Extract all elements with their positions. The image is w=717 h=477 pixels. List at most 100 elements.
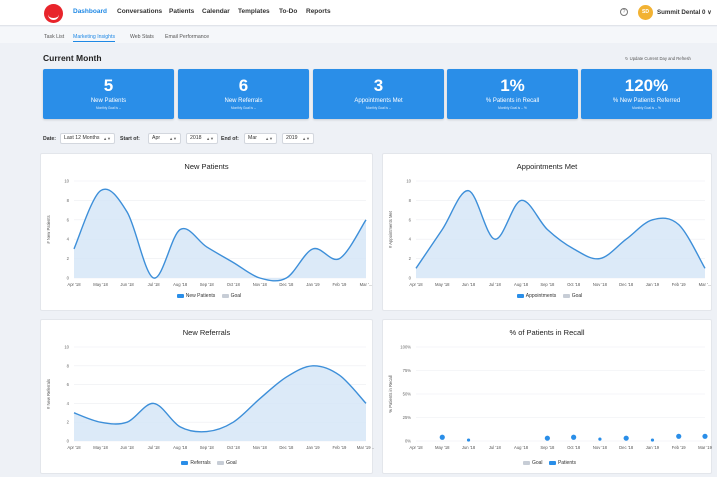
series-line	[73, 365, 367, 433]
x-tick-label: Jul '18	[148, 445, 161, 450]
y-tick-label: 4	[67, 401, 70, 406]
x-tick-label: Mar '...	[699, 282, 712, 287]
kpi-new-patients[interactable]: 5 New Patients Monthly Goal is --	[43, 69, 174, 119]
chart-legend: Appointments Goal	[383, 293, 711, 299]
tab-marketing-insights[interactable]: Marketing Insights	[73, 34, 116, 42]
kpi-appointments-met[interactable]: 3 Appointments Met Monthly Goal is --	[313, 69, 444, 119]
legend-label[interactable]: Goal	[230, 293, 242, 299]
x-tick-label: Sep '18	[200, 445, 215, 450]
x-tick-label: Feb '19	[333, 445, 348, 450]
kpi-value: 1%	[500, 76, 525, 95]
kpi-label: % New Patients Referred	[612, 98, 681, 104]
nav-dashboard[interactable]: Dashboard	[73, 8, 107, 15]
avatar[interactable]: SD	[638, 5, 653, 20]
chart-svg: 0 2 4 6 8 10 # New Patients Apr '18 May '18 Jun '…	[46, 179, 372, 288]
legend-swatch	[562, 293, 570, 298]
legend-label[interactable]: Goal	[571, 293, 583, 299]
x-tick-label: May '18	[435, 282, 450, 287]
help-icon[interactable]: ?	[620, 8, 628, 16]
series-line	[73, 188, 367, 282]
x-tick-label: Jan '19	[306, 282, 320, 287]
chart-title: Appointments Met	[516, 162, 578, 171]
nav-calendar[interactable]: Calendar	[202, 8, 230, 15]
chevron-updown-icon: ▲▼	[302, 136, 310, 141]
kpi-value: 5	[103, 76, 114, 95]
start-year-value: 2018	[190, 135, 202, 141]
x-tick-label: Apr '18	[67, 282, 81, 287]
kpi-new-patients-referred[interactable]: 120% % New Patients Referred Monthly Goa…	[581, 69, 712, 119]
y-tick-label: 10	[406, 179, 411, 184]
y-tick-label: 2	[67, 256, 70, 261]
kpi-goal: Monthly Goal is --	[366, 106, 391, 110]
tab-task-list[interactable]: Task List	[44, 34, 65, 40]
x-tick-label: Jan '19	[646, 445, 660, 450]
tab-email-performance[interactable]: Email Performance	[165, 34, 210, 40]
nav-conversations[interactable]: Conversations	[117, 8, 163, 15]
chart-title: New Referrals	[182, 328, 231, 337]
data-point	[544, 435, 550, 441]
top-navbar: Dashboard Conversations Patients Calenda…	[0, 0, 717, 26]
chart-svg: 0 2 4 6 8 10 # New Referrals Apr '18 May '18 Jun …	[46, 345, 374, 451]
refresh-link[interactable]: ↻ Update Current Day and Refresh	[625, 56, 691, 61]
x-tick-label: Jan '19	[306, 445, 320, 450]
x-tick-label: Nov '18	[593, 282, 608, 287]
legend-label[interactable]: New Patients	[185, 293, 216, 299]
nav-todo[interactable]: To-Do	[279, 8, 298, 15]
legend-label[interactable]: Goal	[531, 460, 543, 466]
y-tick-label: 4	[67, 237, 70, 242]
chevron-updown-icon: ▲▼	[206, 136, 214, 141]
kpi-new-referrals[interactable]: 6 New Referrals Monthly Goal is --	[178, 69, 309, 119]
kpi-patients-in-recall[interactable]: 1% % Patients in Recall Monthly Goal is …	[447, 69, 578, 119]
x-tick-label: Nov '18	[253, 445, 268, 450]
chevron-updown-icon: ▲▼	[169, 136, 177, 141]
legend-label[interactable]: Goal	[226, 460, 237, 466]
y-tick-label: 2	[409, 256, 412, 261]
end-month-value: Mar	[248, 135, 257, 141]
x-tick-label: Sep '18	[540, 445, 555, 450]
page-title: Current Month	[43, 53, 102, 63]
y-tick-label: 8	[67, 198, 70, 203]
end-year-select[interactable]: 2019 ▲▼	[282, 133, 314, 144]
nav-templates[interactable]: Templates	[238, 8, 270, 15]
y-tick-label: 6	[67, 217, 70, 222]
y-tick-label: 6	[409, 217, 412, 222]
start-month-select[interactable]: Apr ▲▼	[148, 133, 181, 144]
x-tick-label: Jul '18	[489, 282, 502, 287]
account-menu[interactable]: Summit Dental 0 ∨	[657, 9, 712, 16]
kpi-label: New Referrals	[224, 98, 263, 104]
legend-label[interactable]: Appointments	[525, 293, 557, 299]
logo-icon[interactable]	[44, 4, 63, 23]
x-tick-label: Sep '18	[200, 282, 215, 287]
legend-label[interactable]: Referrals	[190, 460, 211, 466]
y-tick-label: 8	[409, 198, 412, 203]
x-tick-label: Dec '18	[619, 445, 634, 450]
x-tick-label: Apr '18	[409, 282, 423, 287]
nav-reports[interactable]: Reports	[306, 8, 331, 15]
y-tick-label: 10	[64, 345, 69, 350]
y-tick-label: 4	[409, 237, 412, 242]
start-year-select[interactable]: 2018 ▲▼	[186, 133, 218, 144]
date-range-select[interactable]: Last 12 Months ▲▼	[60, 133, 115, 144]
x-tick-label: Jul '18	[148, 282, 161, 287]
x-tick-label: Jul '18	[489, 445, 502, 450]
x-tick-label: Jun '18	[462, 282, 476, 287]
chevron-updown-icon: ▲▼	[103, 136, 111, 141]
tab-web-stats[interactable]: Web Stats	[130, 34, 154, 40]
x-tick-label: Dec '18	[279, 445, 294, 450]
chart-legend: Goal Patients	[383, 460, 711, 466]
chart-svg: 0% 25% 50% 75% 100% % Patients in Recall Apr '…	[388, 345, 713, 451]
kpi-goal: Monthly Goal is -- %	[498, 106, 527, 110]
end-month-select[interactable]: Mar ▲▼	[244, 133, 277, 144]
kpi-goal: Monthly Goal is -- %	[632, 106, 661, 110]
x-tick-label: Aug '18	[514, 445, 529, 450]
x-tick-label: Oct '18	[227, 282, 241, 287]
x-tick-label: Oct '18	[567, 282, 581, 287]
data-point	[439, 434, 445, 440]
legend-swatch	[217, 460, 225, 465]
x-tick-label: Jun '18	[120, 282, 134, 287]
nav-patients[interactable]: Patients	[169, 8, 195, 15]
y-tick-label: 0	[409, 276, 412, 281]
legend-label[interactable]: Patients	[557, 460, 577, 466]
x-tick-label: Mar '19	[698, 445, 713, 450]
kpi-value: 6	[238, 76, 249, 95]
